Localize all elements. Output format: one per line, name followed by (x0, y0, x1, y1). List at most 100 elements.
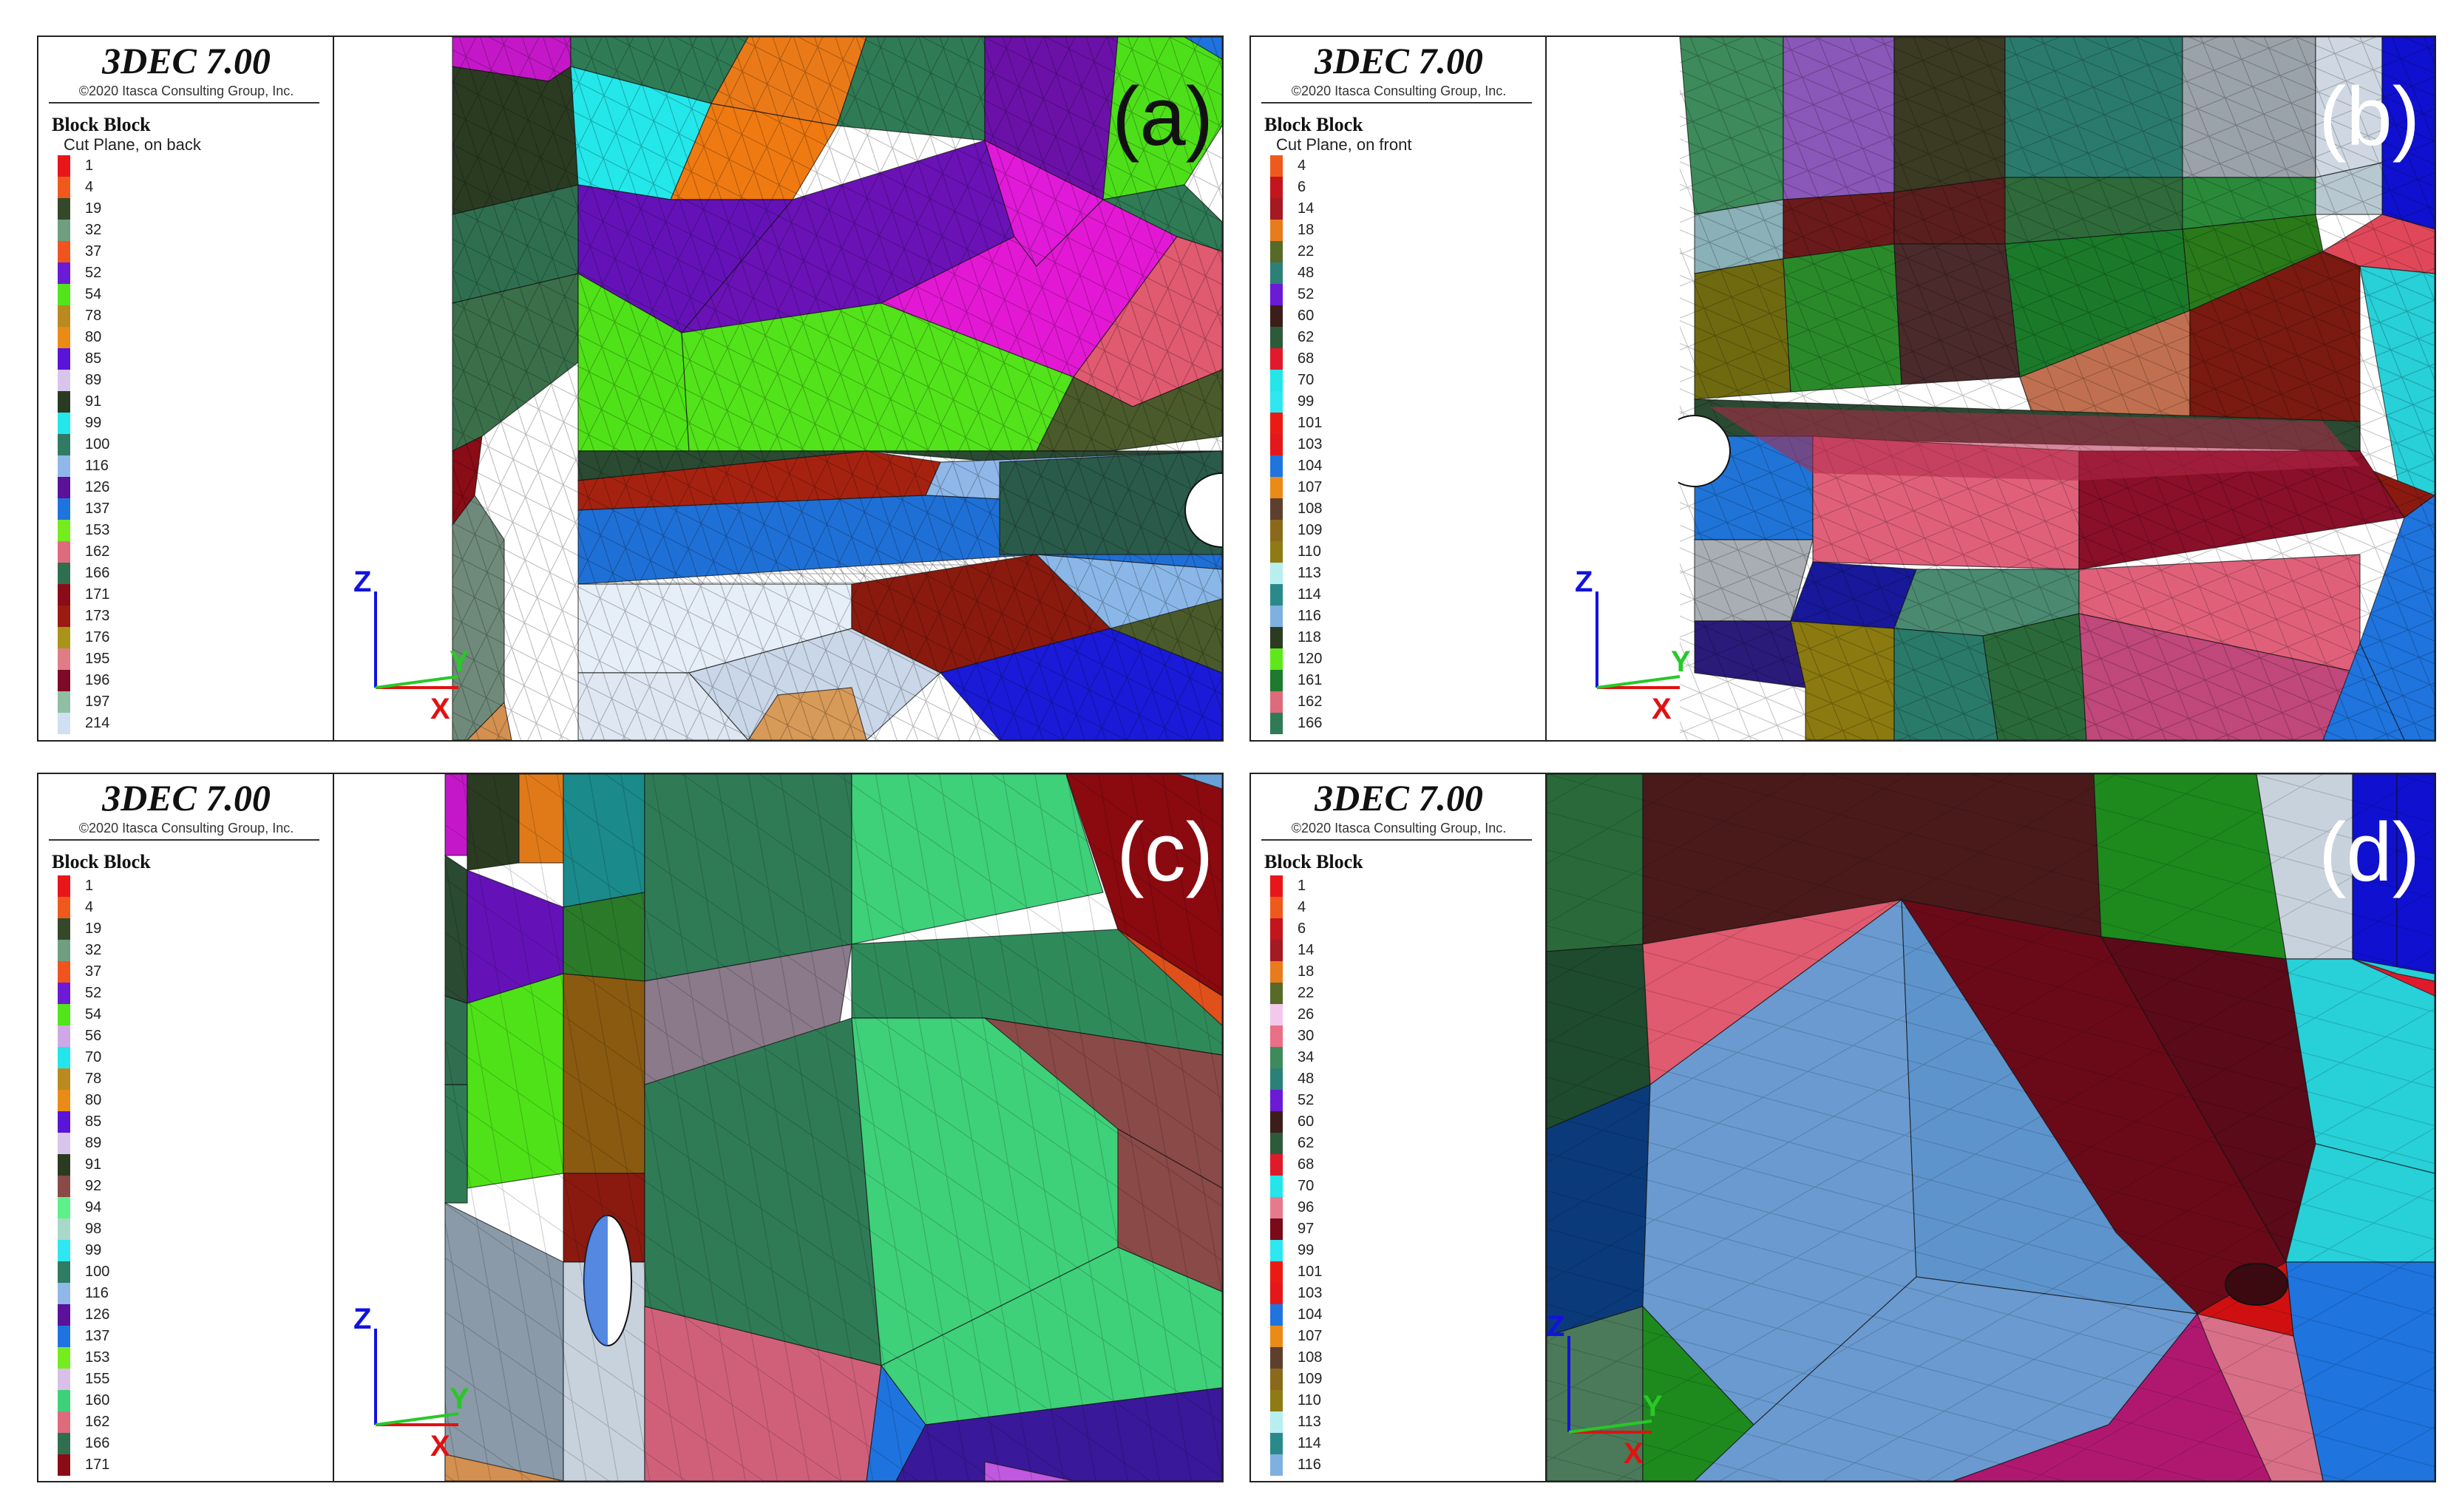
legend-entry-label: 110 (1298, 543, 1321, 560)
legend-swatch (58, 648, 70, 670)
legend-title: Block Block (1264, 114, 1363, 135)
legend-entry-label: 161 (1298, 672, 1323, 688)
panel-c: 3DEC 7.00 ©2020 Itasca Consulting Group,… (37, 773, 1224, 1482)
legend-entry: 100 (58, 434, 333, 455)
panel-label: (b) (2319, 70, 2420, 163)
legend-entry: 52 (1270, 284, 1545, 305)
legend-entry-label: 6 (1298, 921, 1306, 937)
panel-label: (c) (1116, 806, 1213, 898)
legend-swatch (1270, 498, 1283, 520)
legend-swatch (1270, 713, 1283, 734)
legend-entry-label: 116 (85, 458, 109, 474)
legend-entry-label: 114 (1298, 1435, 1321, 1451)
legend-swatch (1270, 606, 1283, 627)
legend-entry-label: 68 (1298, 350, 1315, 367)
legend-entry: 37 (58, 241, 333, 262)
model-view-c[interactable]: (c) Z Y X (334, 774, 1222, 1481)
legend-entry-label: 37 (85, 243, 102, 260)
legend-entry: 30 (1270, 1025, 1545, 1047)
model-view-a[interactable]: (a) Z Y X (334, 37, 1222, 740)
legend-entry-label: 22 (1298, 985, 1315, 1001)
legend-swatch (58, 1347, 70, 1369)
legend-entry: 80 (58, 1090, 333, 1111)
legend-entry-label: 109 (1298, 1371, 1323, 1387)
legend-entry-label: 196 (85, 672, 110, 688)
legend-entry-label: 108 (1298, 501, 1323, 517)
legend-entry: 26 (1270, 1004, 1545, 1025)
legend-swatch (1270, 1218, 1283, 1240)
legend-entry: 116 (58, 1283, 333, 1304)
copyright-text: ©2020 Itasca Consulting Group, Inc. (78, 84, 294, 98)
legend-entry-label: 62 (1298, 1135, 1315, 1151)
legend-entry-label: 100 (85, 436, 110, 452)
panel-label: (d) (2319, 806, 2420, 898)
legend-entry-label: 137 (85, 501, 110, 517)
legend-entry: 161 (1270, 670, 1545, 691)
legend-entry: 97 (1270, 1218, 1545, 1240)
legend-swatch (58, 455, 70, 477)
legend-entry-label: 94 (85, 1199, 102, 1216)
legend-entry-label: 113 (1298, 565, 1321, 581)
legend-swatch (58, 284, 70, 305)
legend-entry: 52 (58, 983, 333, 1004)
legend-entry-label: 155 (85, 1371, 110, 1387)
legend-entry: 126 (58, 1304, 333, 1326)
legend-entry: 92 (58, 1176, 333, 1197)
legend-entry-label: 30 (1298, 1028, 1315, 1044)
legend-swatch (1270, 520, 1283, 541)
legend-swatch (58, 961, 70, 983)
legend-entry: 85 (58, 1111, 333, 1133)
legend-entry-label: 52 (1298, 286, 1315, 302)
legend-entry-label: 4 (1298, 899, 1306, 915)
legend-swatch (58, 875, 70, 897)
legend-entry: 70 (1270, 1176, 1545, 1197)
legend-entry: 22 (1270, 983, 1545, 1004)
legend-entry: 107 (1270, 477, 1545, 498)
legend-swatch (1270, 477, 1283, 498)
legend-swatch (1270, 1304, 1283, 1326)
legend-swatch (1270, 155, 1283, 177)
model-view-b[interactable]: (b) Z Y X (1547, 37, 2435, 740)
block-model-render (1547, 774, 2435, 1481)
legend-swatch (1270, 1197, 1283, 1218)
legend-entry: 4 (58, 177, 333, 198)
legend-entry: 107 (1270, 1326, 1545, 1347)
legend-swatch (1270, 541, 1283, 563)
legend-swatch (1270, 1390, 1283, 1411)
legend-entry: 153 (58, 1347, 333, 1369)
legend-entry: 14 (1270, 198, 1545, 220)
legend-entry: 118 (1270, 627, 1545, 648)
legend-entry: 91 (58, 1154, 333, 1176)
legend-swatch (58, 1004, 70, 1025)
legend-entry: 160 (58, 1390, 333, 1411)
legend-entry-label: 52 (85, 985, 102, 1001)
legend-entry: 116 (1270, 606, 1545, 627)
app-title: 3DEC 7.00 (102, 40, 271, 81)
legend-swatch (58, 713, 70, 734)
legend-swatch (58, 563, 70, 584)
legend-entry-label: 80 (85, 329, 102, 345)
legend-swatch (58, 1197, 70, 1218)
legend-entry-label: 52 (1298, 1092, 1315, 1108)
legend-swatch (58, 498, 70, 520)
model-view-d[interactable]: (d) Z Y X (1547, 774, 2435, 1481)
legend-title: Block Block (52, 114, 151, 135)
copyright-text: ©2020 Itasca Consulting Group, Inc. (1291, 821, 1507, 835)
app-title: 3DEC 7.00 (102, 777, 271, 818)
legend-swatch (58, 670, 70, 691)
legend-entry-label: 118 (1298, 629, 1321, 645)
legend-entry-label: 103 (1298, 436, 1323, 452)
legend-title: Block Block (52, 851, 151, 872)
legend-swatch (58, 434, 70, 455)
legend-swatch (58, 918, 70, 940)
legend-entry: 89 (58, 370, 333, 391)
legend-divider (49, 102, 319, 104)
legend-entries: 4 6 14 18 22 48 52 60 62 68 70 99 101 103 104 107 108 109… (1270, 155, 1545, 734)
legend-swatch (58, 1369, 70, 1390)
legend-swatch (1270, 961, 1283, 983)
legend-swatch (1270, 434, 1283, 455)
legend-swatch (58, 584, 70, 606)
legend-swatch (1270, 691, 1283, 713)
legend-entry: 60 (1270, 1111, 1545, 1133)
legend-entry-label: 18 (1298, 222, 1315, 238)
